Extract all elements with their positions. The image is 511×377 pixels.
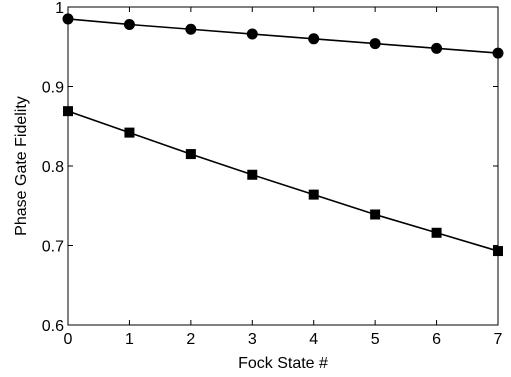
y-tick-label: 0.9 — [42, 80, 64, 97]
x-tick-label: 1 — [125, 331, 134, 348]
data-point-circle — [62, 13, 74, 25]
data-point-square — [308, 189, 319, 200]
data-point-circle — [492, 47, 504, 59]
data-point-square — [247, 169, 258, 180]
y-tick-label: 0.8 — [42, 159, 64, 176]
series-square — [63, 106, 503, 257]
x-axis-label: Fock State # — [238, 355, 328, 372]
data-point-square — [63, 106, 73, 117]
x-axis: 0 1 2 3 4 5 6 7 — [64, 7, 503, 348]
series-layer — [62, 13, 504, 257]
y-axis: 0.6 0.7 0.8 0.9 1 — [42, 0, 498, 335]
data-point-square — [493, 246, 503, 257]
data-point-square — [370, 209, 381, 220]
data-point-circle — [308, 33, 320, 45]
x-tick-label: 6 — [432, 331, 441, 348]
data-point-circle — [246, 28, 258, 40]
data-point-square — [124, 127, 135, 138]
x-tick-label: 4 — [309, 331, 318, 348]
x-tick-label: 2 — [186, 331, 195, 348]
y-tick-label: 1 — [55, 0, 64, 17]
data-point-circle — [369, 38, 381, 50]
data-point-square — [431, 227, 442, 238]
data-point-circle — [123, 18, 135, 30]
y-tick-label: 0.6 — [42, 318, 64, 335]
series-line-circle — [67, 18, 499, 54]
data-point-circle — [431, 42, 443, 54]
series-circle — [62, 13, 504, 59]
series-line-square — [67, 110, 499, 252]
data-point-square — [185, 149, 196, 160]
x-tick-label: 0 — [64, 331, 73, 348]
x-tick-label: 3 — [248, 331, 257, 348]
y-tick-label: 0.7 — [42, 239, 64, 256]
data-point-circle — [185, 23, 197, 35]
y-axis-label: Phase Gate Fidelity — [13, 96, 30, 236]
x-tick-label: 7 — [494, 331, 503, 348]
x-tick-label: 5 — [371, 331, 380, 348]
plot-frame — [67, 6, 499, 326]
